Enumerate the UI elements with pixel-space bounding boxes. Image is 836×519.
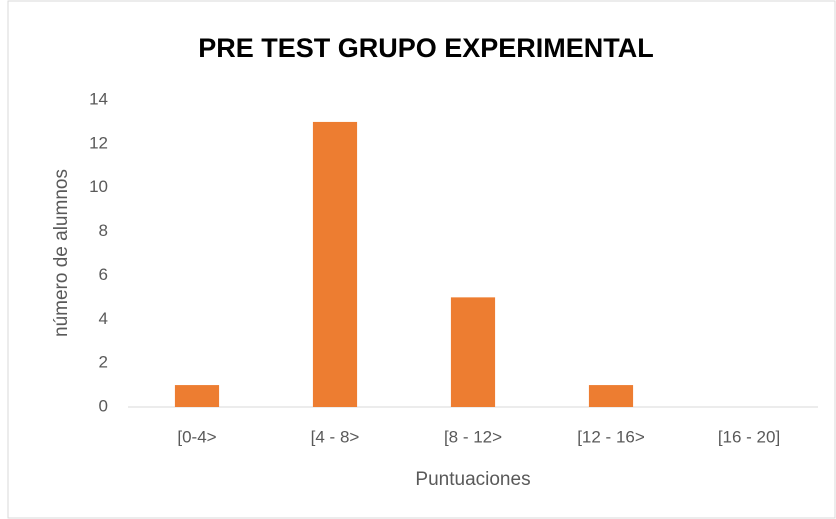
bar — [174, 385, 220, 407]
chart-frame — [7, 0, 836, 519]
y-tick-label: 8 — [99, 221, 108, 240]
y-tick-label: 0 — [99, 396, 108, 415]
y-axis-title: número de alumnos — [51, 169, 72, 337]
y-tick-label: 2 — [99, 353, 108, 372]
y-tick-label: 14 — [89, 89, 108, 108]
x-tick-label: [8 - 12> — [444, 427, 502, 446]
bar — [312, 121, 358, 407]
x-tick-label: [0-4> — [177, 427, 216, 446]
bar — [450, 297, 496, 407]
y-tick-label: 6 — [99, 265, 108, 284]
chart-title: PRE TEST GRUPO EXPERIMENTAL — [198, 33, 654, 63]
bar — [588, 385, 634, 407]
x-tick-label: [4 - 8> — [311, 427, 360, 446]
y-tick-label: 4 — [99, 309, 108, 328]
x-tick-label: [16 - 20] — [718, 427, 780, 446]
y-tick-label: 12 — [89, 133, 108, 152]
x-axis-title: Puntuaciones — [415, 469, 530, 490]
y-tick-label: 10 — [89, 177, 108, 196]
x-tick-label: [12 - 16> — [577, 427, 645, 446]
